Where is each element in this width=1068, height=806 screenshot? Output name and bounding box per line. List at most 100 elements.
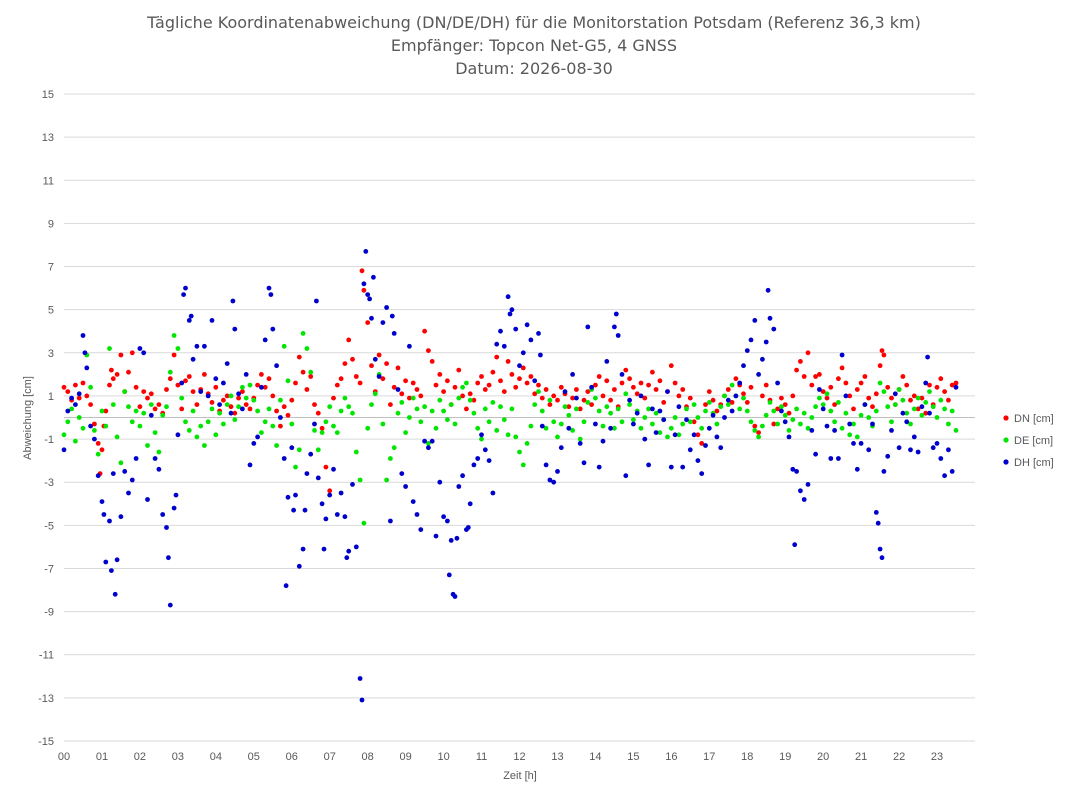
data-point bbox=[357, 380, 363, 386]
data-point bbox=[399, 391, 405, 397]
data-point bbox=[334, 382, 340, 388]
x-tick-label: 07 bbox=[324, 751, 336, 763]
data-point bbox=[437, 479, 443, 485]
data-point bbox=[278, 415, 283, 420]
data-point bbox=[593, 421, 598, 427]
data-point bbox=[437, 397, 443, 403]
data-point bbox=[365, 292, 371, 297]
data-point bbox=[353, 449, 359, 455]
data-point bbox=[558, 421, 564, 427]
data-point bbox=[687, 419, 693, 425]
data-point bbox=[61, 384, 67, 390]
data-point bbox=[908, 421, 913, 427]
data-point bbox=[923, 400, 929, 405]
data-point bbox=[372, 391, 378, 397]
data-point bbox=[551, 479, 557, 485]
data-point bbox=[465, 525, 471, 530]
data-point bbox=[194, 434, 200, 440]
data-point bbox=[566, 425, 572, 431]
data-point bbox=[900, 374, 906, 379]
data-point bbox=[763, 339, 769, 345]
data-point bbox=[889, 419, 894, 425]
data-point bbox=[475, 380, 481, 386]
data-point bbox=[389, 313, 395, 319]
data-point bbox=[524, 322, 530, 328]
data-point bbox=[615, 406, 621, 412]
data-point bbox=[262, 419, 268, 425]
data-point bbox=[175, 382, 181, 388]
data-point bbox=[782, 419, 788, 425]
data-point bbox=[194, 343, 200, 349]
data-point bbox=[471, 397, 477, 403]
data-point bbox=[361, 287, 367, 293]
data-point bbox=[384, 361, 389, 366]
data-point bbox=[642, 395, 648, 401]
data-point bbox=[213, 432, 219, 438]
data-point bbox=[889, 428, 894, 433]
data-point bbox=[953, 428, 959, 433]
data-point bbox=[634, 410, 640, 416]
data-point bbox=[228, 404, 234, 410]
data-point bbox=[175, 346, 181, 351]
data-point bbox=[179, 395, 185, 401]
data-point bbox=[885, 404, 891, 410]
data-point bbox=[832, 419, 837, 425]
data-point bbox=[927, 382, 932, 388]
data-point bbox=[581, 419, 587, 425]
data-point bbox=[171, 333, 177, 338]
data-point bbox=[479, 374, 484, 379]
data-point bbox=[817, 395, 822, 401]
data-point bbox=[65, 408, 71, 414]
data-point bbox=[520, 365, 526, 371]
data-point bbox=[181, 292, 187, 297]
data-point bbox=[166, 555, 171, 561]
data-point bbox=[141, 350, 147, 356]
data-point bbox=[714, 434, 720, 440]
x-tick-label: 00 bbox=[58, 751, 70, 763]
legend: DN [cm] DE [cm] DH [cm] bbox=[1003, 413, 1054, 469]
data-point bbox=[173, 492, 179, 498]
data-point bbox=[942, 389, 947, 394]
chart-title: Tägliche Koordinatenabweichung (DN/DE/DH… bbox=[146, 13, 921, 78]
data-point bbox=[342, 395, 348, 401]
data-point bbox=[350, 410, 355, 416]
data-point bbox=[612, 324, 617, 330]
data-point bbox=[908, 397, 913, 403]
data-point bbox=[771, 421, 777, 427]
data-point bbox=[467, 397, 473, 403]
data-point bbox=[122, 469, 128, 474]
data-point bbox=[824, 391, 830, 397]
data-point bbox=[949, 469, 955, 474]
data-point bbox=[684, 406, 689, 412]
data-point bbox=[482, 387, 488, 392]
data-point bbox=[547, 402, 553, 407]
data-point bbox=[205, 393, 211, 399]
data-point bbox=[141, 389, 147, 394]
data-point bbox=[600, 438, 606, 444]
data-point bbox=[507, 311, 513, 317]
data-point bbox=[699, 441, 705, 446]
data-point bbox=[763, 412, 769, 418]
data-point bbox=[148, 402, 154, 407]
data-point bbox=[558, 384, 564, 390]
data-point bbox=[388, 456, 393, 461]
data-point bbox=[399, 471, 405, 476]
data-point bbox=[334, 430, 340, 435]
data-point bbox=[148, 412, 154, 418]
y-tick-label: 7 bbox=[48, 262, 54, 274]
data-point bbox=[836, 376, 841, 382]
data-point bbox=[646, 462, 651, 468]
data-point bbox=[551, 419, 557, 425]
data-point bbox=[623, 473, 629, 479]
data-point bbox=[517, 449, 522, 455]
data-point bbox=[930, 445, 936, 451]
data-point bbox=[188, 313, 194, 319]
data-point bbox=[646, 382, 651, 388]
data-point bbox=[543, 462, 549, 468]
y-tick-label: 5 bbox=[48, 305, 54, 317]
data-point bbox=[103, 423, 109, 429]
data-point bbox=[752, 428, 758, 433]
data-point bbox=[270, 423, 276, 429]
data-point bbox=[486, 458, 492, 463]
data-point bbox=[429, 359, 435, 364]
